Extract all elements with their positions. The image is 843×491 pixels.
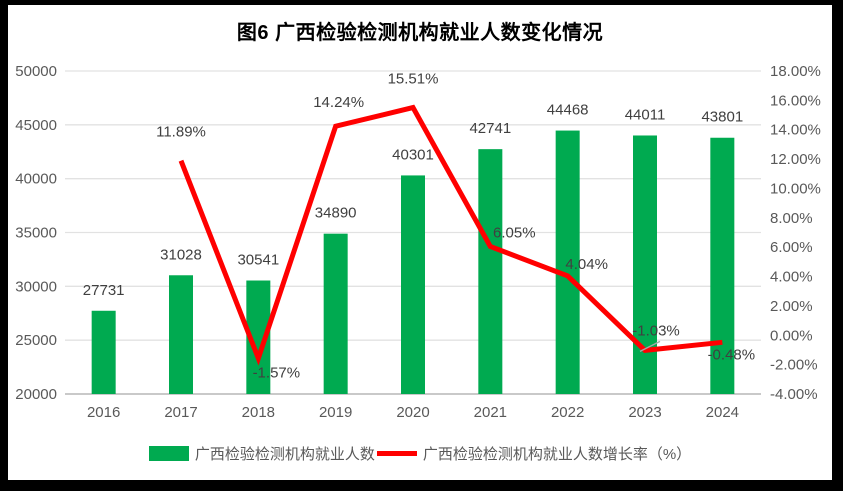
left-axis-tick: 40000 xyxy=(15,171,57,188)
x-axis-tick: 2021 xyxy=(474,404,507,421)
legend-bar-label: 广西检验检测机构就业人数 xyxy=(194,446,375,463)
bar-2017 xyxy=(169,275,193,394)
left-axis-tick: 45000 xyxy=(15,117,57,134)
right-axis-tick: 4.00% xyxy=(770,269,813,286)
right-axis-tick: 18.00% xyxy=(770,63,821,80)
right-axis-tick: 12.00% xyxy=(770,151,821,168)
right-axis-tick: 0.00% xyxy=(770,327,813,344)
bar-value-label: 40301 xyxy=(392,146,434,163)
line-value-label: 15.51% xyxy=(388,71,439,88)
bar-value-label: 43801 xyxy=(701,109,743,126)
line-value-label: 4.04% xyxy=(565,256,608,273)
right-axis-tick: 6.00% xyxy=(770,239,813,256)
x-axis-tick: 2018 xyxy=(242,404,275,421)
x-axis-tick: 2024 xyxy=(706,404,739,421)
left-axis-tick: 25000 xyxy=(15,332,57,349)
left-axis-tick: 50000 xyxy=(15,63,57,80)
legend-line-swatch-icon xyxy=(376,451,417,456)
bar-2023 xyxy=(633,135,657,394)
left-axis-tick: 20000 xyxy=(15,386,57,403)
x-axis-tick: 2023 xyxy=(628,404,661,421)
right-axis-tick: -4.00% xyxy=(770,386,818,403)
line-value-label: -0.48% xyxy=(708,346,756,363)
left-axis-tick: 30000 xyxy=(15,278,57,295)
legend-bar-swatch-icon xyxy=(148,446,189,461)
bar-2018 xyxy=(246,280,271,394)
bar-value-label: 44468 xyxy=(547,102,589,119)
line-value-label: -1.03% xyxy=(632,322,680,339)
right-axis-tick: 10.00% xyxy=(770,180,821,197)
bar-2021 xyxy=(478,149,503,394)
x-axis-tick: 2019 xyxy=(319,404,352,421)
legend-line-label: 广西检验检测机构就业人数增长率（%） xyxy=(422,446,692,463)
bar-2020 xyxy=(401,175,425,394)
growth-rate-line xyxy=(178,104,723,366)
left-axis-tick: 35000 xyxy=(15,225,57,242)
right-axis-tick: -2.00% xyxy=(770,357,818,374)
line-value-label: 6.05% xyxy=(493,224,536,241)
bar-value-label: 27731 xyxy=(83,282,125,299)
right-axis-tick: 8.00% xyxy=(770,210,813,227)
bar-value-label: 34890 xyxy=(315,205,357,222)
chart-area: 图6 广西检验检测机构就业人数变化情况 20000 25000 30000 35000… xyxy=(8,5,832,480)
bar-2022 xyxy=(555,130,580,394)
x-axis-tick: 2022 xyxy=(551,404,584,421)
label-leader-line xyxy=(639,340,661,353)
bar-2024 xyxy=(710,137,735,395)
chart-plot: 20000 25000 30000 35000 40000 45000 50000 -4.00… xyxy=(15,63,821,421)
chart-legend: 广西检验检测机构就业人数 广西检验检测机构就业人数增长率（%） xyxy=(8,443,832,464)
bar-value-label: 31028 xyxy=(160,246,202,263)
legend-item-employment: 广西检验检测机构就业人数 xyxy=(148,443,375,464)
line-value-label: 14.24% xyxy=(313,94,364,111)
bar-2019 xyxy=(323,233,348,394)
line-value-label: -1.57% xyxy=(253,364,301,381)
bar-value-label: 30541 xyxy=(237,252,279,269)
x-axis-tick: 2020 xyxy=(396,404,429,421)
bar-value-label: 42741 xyxy=(469,120,511,137)
bar-2016 xyxy=(91,310,116,394)
right-axis-tick: 14.00% xyxy=(770,122,821,139)
x-axis-tick: 2017 xyxy=(164,404,197,421)
right-axis-tick: 16.00% xyxy=(770,92,821,109)
right-axis-tick: 2.00% xyxy=(770,298,813,315)
chart-title: 图6 广西检验检测机构就业人数变化情况 xyxy=(236,22,604,44)
bar-value-label: 44011 xyxy=(625,106,666,123)
x-axis-tick: 2016 xyxy=(87,404,120,421)
legend-item-growth-rate: 广西检验检测机构就业人数增长率（%） xyxy=(376,443,692,464)
line-value-label: 11.89% xyxy=(156,124,206,141)
